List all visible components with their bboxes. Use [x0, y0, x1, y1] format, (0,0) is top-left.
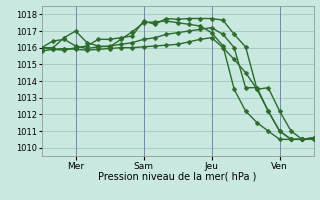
X-axis label: Pression niveau de la mer( hPa ): Pression niveau de la mer( hPa ) [99, 172, 257, 182]
